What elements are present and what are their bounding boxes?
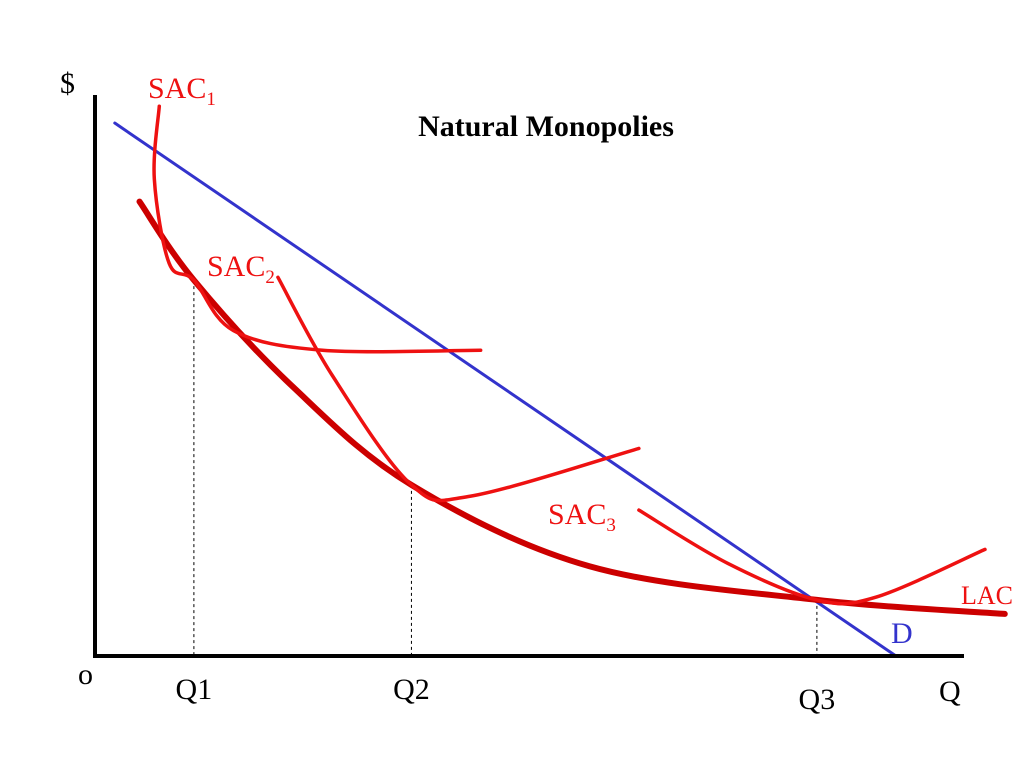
x-tick-label-q2: Q2 xyxy=(393,673,430,706)
curve-lac xyxy=(136,198,1008,617)
series-label-sac-1: SAC1 xyxy=(148,72,216,110)
series-label-sac-3: SAC3 xyxy=(548,498,616,536)
chart-title: Natural Monopolies xyxy=(418,110,674,143)
series-label-lac: LAC xyxy=(961,581,1013,610)
curve-d xyxy=(113,121,898,658)
x-tick-labels: Q1 Q2 Q3 xyxy=(176,673,836,716)
y-axis-label: $ xyxy=(60,67,75,100)
x-tick-label-q1: Q1 xyxy=(176,673,213,706)
x-axis-label: Q xyxy=(939,675,961,708)
curve-sac-1 xyxy=(152,104,483,354)
series-labels: D LAC SAC1 SAC2 SAC3 xyxy=(148,72,1013,650)
curves xyxy=(113,104,1008,658)
origin-label: o xyxy=(78,658,93,691)
curve-sac-3 xyxy=(637,508,987,606)
x-tick-label-q3: Q3 xyxy=(799,683,836,716)
series-label-d: D xyxy=(891,617,913,650)
guide-lines xyxy=(193,280,818,656)
series-label-sac-2: SAC2 xyxy=(207,250,275,288)
curve-sac-2 xyxy=(276,275,641,503)
